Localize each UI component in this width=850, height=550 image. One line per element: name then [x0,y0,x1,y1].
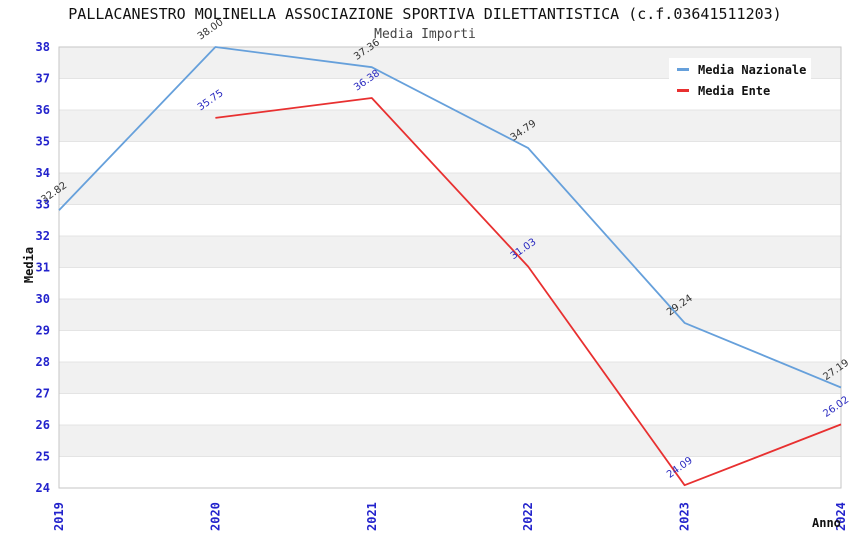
x-tick-label: 2024 [834,502,848,531]
x-axis-label: Anno [812,516,841,530]
y-tick-label: 37 [36,72,50,86]
y-tick-label: 35 [36,135,50,149]
media-ente-line-swatch-icon [677,89,689,92]
x-tick-label: 2021 [365,502,379,531]
chart-legend: Media Nazionale Media Ente [669,58,811,102]
data-label: 38.00 [196,17,226,42]
plot-band [59,110,841,142]
y-tick-label: 24 [36,481,50,495]
x-tick-label: 2019 [52,502,66,531]
plot-band [59,330,841,362]
y-tick-label: 26 [36,418,50,432]
plot-band [59,204,841,236]
y-tick-label: 29 [36,324,50,338]
y-tick-label: 30 [36,292,50,306]
media-nazionale-line-swatch-icon [677,68,689,71]
y-tick-label: 34 [36,166,50,180]
y-tick-label: 32 [36,229,50,243]
legend-label: Media Nazionale [698,62,807,77]
y-tick-label: 28 [36,355,50,369]
plot-border [58,46,842,489]
y-tick-label: 25 [36,450,50,464]
legend-item-media-ente: Media Ente [669,81,811,101]
chart-subtitle: Media Importi [374,27,476,42]
chart-title: PALLACANESTRO MOLINELLA ASSOCIAZIONE SPO… [68,5,782,23]
series-line-media-ente [215,97,842,487]
plot-band [59,173,841,205]
y-tick-label: 27 [36,387,50,401]
plot-band [59,425,841,457]
y-tick-label: 36 [36,103,50,117]
x-tick-label: 2022 [521,502,535,531]
x-tick-label: 2023 [678,502,692,531]
legend-label: Media Ente [698,83,771,98]
y-tick-label: 38 [36,40,50,54]
y-tick-label: 33 [36,198,50,212]
y-tick-label: 31 [36,261,50,275]
x-tick-label: 2020 [208,502,222,531]
legend-item-media-nazionale: Media Nazionale [669,60,811,80]
series-line-media-nazionale [58,46,842,389]
plot-band [59,267,841,299]
y-axis-label: Media [22,246,36,284]
plot-band [59,299,841,331]
plot-band [59,236,841,268]
plot-band [59,456,841,488]
plot-band [59,362,841,394]
plot-band [59,141,841,173]
plot-band [59,393,841,425]
